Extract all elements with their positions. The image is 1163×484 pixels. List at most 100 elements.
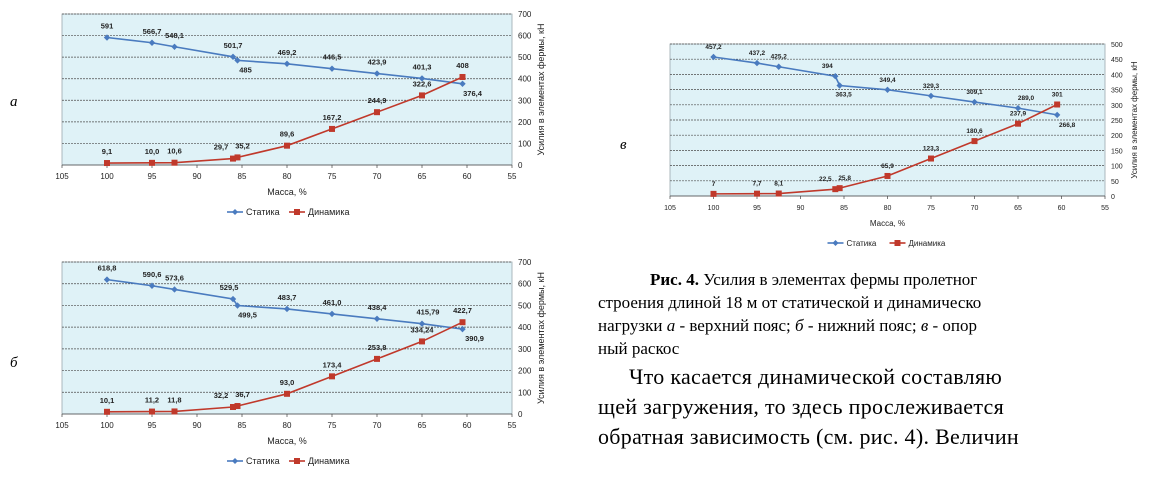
x-tick-label: 100 <box>100 172 114 181</box>
x-tick-label: 60 <box>463 421 472 430</box>
chart-a-upper-chord: 0 100 200 300 400 500 600 700 105 100 95 90 85 80 75 70… <box>55 10 546 217</box>
data-label-dynamic: 408 <box>456 61 469 70</box>
point-dynamic <box>329 373 335 380</box>
y-tick-label: 500 <box>1111 42 1123 49</box>
legend-label-dynamic: Динамика <box>909 239 946 248</box>
data-label-dynamic: 10,0 <box>145 147 160 156</box>
y-tick-label: 450 <box>1111 57 1123 64</box>
point-static <box>171 43 178 50</box>
x-tick-label: 55 <box>508 421 517 430</box>
y-tick-label: 0 <box>518 410 523 419</box>
plot-area <box>61 261 513 415</box>
x-tick-label: 75 <box>927 205 935 212</box>
x-axis-label: Масса, % <box>267 436 307 446</box>
point-static <box>103 276 111 283</box>
series-line-dynamic <box>106 321 463 413</box>
data-label-static: 483,7 <box>278 293 297 302</box>
y-axis-label: Усилия в элементах фермы, кН <box>1130 61 1139 178</box>
data-label-dynamic: 32,2 <box>214 391 229 400</box>
paragraph-line-2: щей загружения, то здесь прослеживается <box>598 394 1005 419</box>
point-static <box>171 286 178 293</box>
data-label-dynamic: 36,7 <box>235 390 250 399</box>
y-tick-label: 300 <box>518 96 532 105</box>
x-tick-label: 105 <box>664 205 676 212</box>
point-static <box>459 80 466 88</box>
data-label-static: 376,4 <box>463 89 483 98</box>
point-static <box>373 70 381 77</box>
legend-label-dynamic: Динамика <box>308 456 349 466</box>
point-dynamic <box>754 190 760 197</box>
data-label-static: 438,4 <box>368 303 388 312</box>
data-label-dynamic: 89,6 <box>280 130 295 139</box>
point-dynamic <box>1054 101 1061 108</box>
data-label-dynamic: 322,6 <box>413 79 432 88</box>
data-label-dynamic: 22,5 <box>819 176 832 183</box>
data-label-dynamic: 11,2 <box>145 396 159 405</box>
point-static <box>418 320 426 327</box>
data-label-dynamic: 334,24 <box>411 325 435 334</box>
y-tick-label: 400 <box>1111 72 1123 79</box>
point-static <box>373 315 381 323</box>
data-label-dynamic: 244,9 <box>368 96 387 105</box>
legend-marker-static <box>832 240 839 246</box>
point-dynamic <box>230 404 236 411</box>
y-tick-label: 200 <box>1111 133 1123 140</box>
data-label-static: 457,2 <box>705 44 722 51</box>
x-tick-label: 85 <box>238 172 247 181</box>
data-label-static: 289,0 <box>1018 95 1035 102</box>
y-axis-label: Усилия в элементах фермы, кН <box>536 272 546 404</box>
point-dynamic <box>459 319 466 326</box>
point-dynamic <box>374 109 380 116</box>
point-static <box>328 310 336 318</box>
y-tick-label: 400 <box>518 75 532 84</box>
data-label-static: 501,7 <box>224 41 243 50</box>
data-label-static: 266,8 <box>1059 122 1076 129</box>
point-static <box>234 57 241 64</box>
point-static <box>884 86 891 93</box>
point-static <box>459 325 466 333</box>
point-static <box>283 60 291 67</box>
data-label-dynamic: 123,3 <box>923 146 940 153</box>
x-tick-label: 100 <box>100 421 114 430</box>
y-tick-label: 700 <box>518 258 532 267</box>
x-tick-label: 95 <box>148 421 157 430</box>
caption-letter-a: а <box>666 316 676 335</box>
point-dynamic <box>149 159 155 166</box>
data-label-static: 309,1 <box>966 89 983 96</box>
point-static <box>283 305 291 313</box>
data-label-static: 529,5 <box>220 283 239 292</box>
point-dynamic <box>459 73 466 80</box>
x-tick-label: 95 <box>148 172 157 181</box>
y-tick-label: 500 <box>518 301 532 310</box>
y-tick-label: 250 <box>1111 118 1123 125</box>
point-dynamic <box>171 159 178 166</box>
x-tick-label: 90 <box>797 205 805 212</box>
data-label-static: 329,3 <box>923 83 940 90</box>
y-tick-label: 350 <box>1111 88 1123 95</box>
paragraph-line-1: Что касается динамической составляю <box>629 364 1003 389</box>
data-label-static: 425,2 <box>771 54 788 61</box>
y-tick-label: 300 <box>518 345 532 354</box>
y-tick-label: 500 <box>518 53 532 62</box>
x-tick-label: 90 <box>193 172 202 181</box>
chart-c-support-brace: 0 50 100 150 200 250 300 350 400 450 500 105 100 95 90… <box>664 42 1139 248</box>
data-label-static: 415,79 <box>417 308 440 317</box>
y-tick-label: 50 <box>1111 179 1119 186</box>
point-dynamic <box>234 403 241 410</box>
x-tick-label: 105 <box>55 421 69 430</box>
x-tick-label: 65 <box>418 421 427 430</box>
x-tick-label: 70 <box>373 421 382 430</box>
data-label-static: 401,3 <box>413 62 432 71</box>
data-label-dynamic: 422,7 <box>453 306 472 315</box>
data-label-static: 423,9 <box>368 58 387 67</box>
y-tick-label: 400 <box>518 323 532 332</box>
series-line-dynamic <box>713 103 1058 195</box>
x-tick-label: 95 <box>753 205 761 212</box>
point-dynamic <box>1015 120 1021 127</box>
x-tick-label: 65 <box>418 172 427 181</box>
caption-label: Рис. 4. <box>650 270 699 289</box>
point-dynamic <box>419 338 425 345</box>
data-label-dynamic: 180,6 <box>966 128 983 135</box>
data-label-static: 566,7 <box>143 27 162 36</box>
panel-letter-a: а <box>10 94 18 110</box>
